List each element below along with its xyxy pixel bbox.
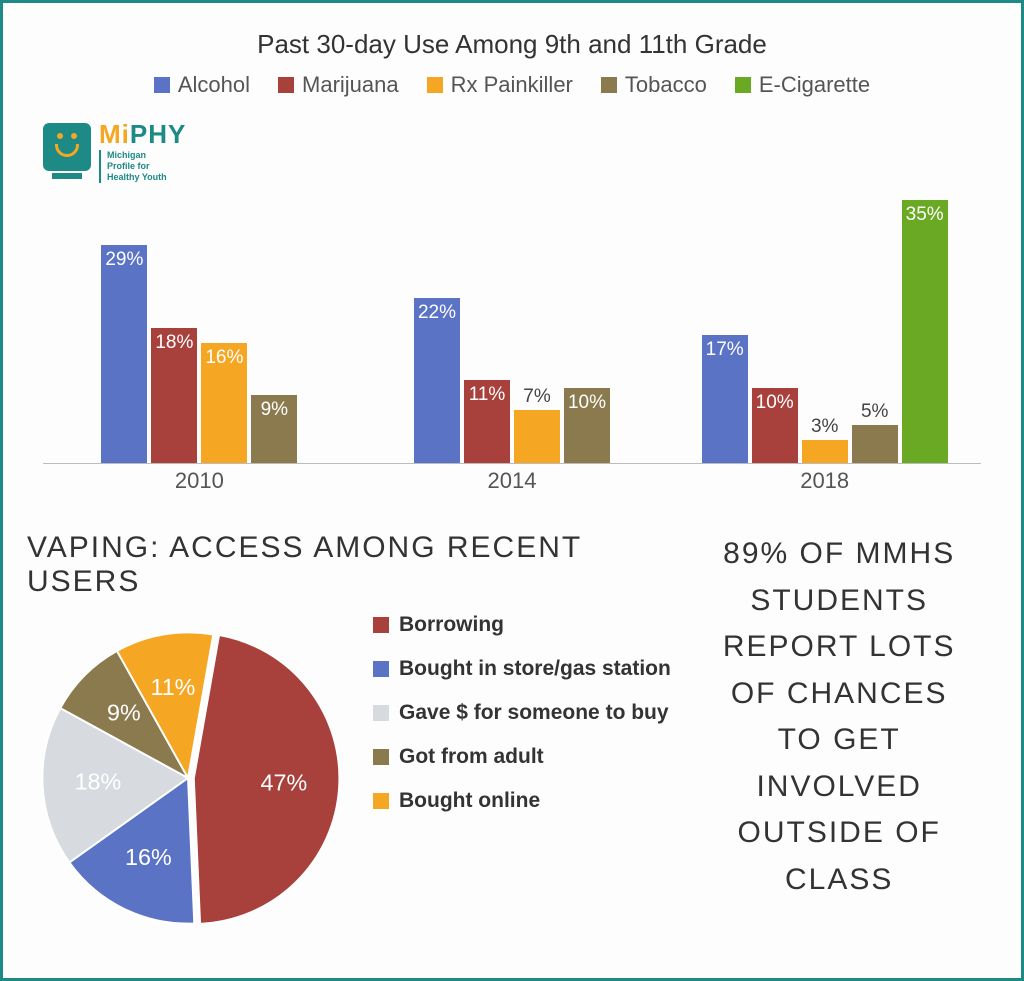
pie-slice-label: 16%: [125, 844, 172, 870]
pie-legend-swatch: [373, 617, 389, 633]
bar: 18%: [151, 328, 197, 463]
pie-legend-label: Bought online: [399, 789, 540, 813]
bar: 17%: [702, 335, 748, 463]
bar: 5%: [852, 425, 898, 463]
x-axis-label: 2018: [668, 468, 981, 494]
legend-item: Rx Painkiller: [427, 72, 573, 98]
callout-text: 89% OF MMHS STUDENTS REPORT LOTS OF CHAN…: [723, 531, 956, 903]
pie-slice-label: 9%: [107, 700, 141, 726]
legend-label: Rx Painkiller: [451, 72, 573, 98]
x-axis-label: 2014: [356, 468, 669, 494]
bar: 35%: [902, 200, 948, 463]
bar-value-label: 35%: [902, 204, 948, 226]
pie-chart-section: VAPING: ACCESS AMONG RECENT USERS 47% 16%…: [23, 531, 677, 966]
pie-slice-label: 47%: [261, 769, 308, 795]
pie-legend-swatch: [373, 661, 389, 677]
bar: 29%: [101, 245, 147, 463]
pie-legend-label: Bought in store/gas station: [399, 657, 671, 681]
bar-chart-legend: Alcohol Marijuana Rx Painkiller Tobacco E-Ci…: [33, 72, 991, 98]
bar: 10%: [752, 388, 798, 463]
callout-section: 89% OF MMHS STUDENTS REPORT LOTS OF CHAN…: [677, 531, 1001, 966]
bar-group: 17%10%3%5%35%: [668, 193, 981, 463]
bar-chart-plot: 29%18%16%9%22%11%7%10%17%10%3%5%35%: [43, 193, 981, 464]
legend-swatch: [278, 77, 294, 93]
legend-item: Tobacco: [601, 72, 707, 98]
legend-swatch: [154, 77, 170, 93]
miphy-logo-icon: [43, 123, 91, 171]
legend-item: Marijuana: [278, 72, 399, 98]
pie-legend-label: Borrowing: [399, 613, 504, 637]
bar: 22%: [414, 298, 460, 463]
legend-label: E-Cigarette: [759, 72, 870, 98]
bar-chart-section: Past 30-day Use Among 9th and 11th Grade…: [33, 23, 991, 523]
pie-legend-swatch: [373, 793, 389, 809]
legend-swatch: [601, 77, 617, 93]
bar-value-label: 16%: [201, 347, 247, 369]
pie-legend-swatch: [373, 749, 389, 765]
bar: 10%: [564, 388, 610, 463]
bar-value-label: 17%: [702, 339, 748, 361]
legend-label: Marijuana: [302, 72, 399, 98]
bottom-section: VAPING: ACCESS AMONG RECENT USERS 47% 16%…: [23, 531, 1001, 966]
legend-item: Alcohol: [154, 72, 250, 98]
legend-swatch: [735, 77, 751, 93]
pie-chart-plot: 47% 16% 18% 9% 11%: [23, 613, 353, 943]
miphy-logo-subtitle: Michigan Profile for Healthy Youth: [99, 150, 186, 182]
bar-value-label: 9%: [251, 399, 297, 421]
x-axis-label: 2010: [43, 468, 356, 494]
bar-value-label: 10%: [752, 392, 798, 414]
pie-legend-item: Bought in store/gas station: [373, 657, 671, 681]
bar-group: 29% 18%16% 9%: [43, 193, 356, 463]
bar-value-label: 22%: [414, 302, 460, 324]
pie-chart-legend: Borrowing Bought in store/gas station Gave…: [373, 613, 671, 833]
miphy-logo: MiPHY Michigan Profile for Healthy Youth: [43, 123, 186, 179]
pie-legend-item: Got from adult: [373, 745, 671, 769]
bar-chart-x-axis: 201020142018: [43, 468, 981, 494]
legend-swatch: [427, 77, 443, 93]
legend-label: Alcohol: [178, 72, 250, 98]
legend-label: Tobacco: [625, 72, 707, 98]
bar-value-label: 29%: [101, 249, 147, 271]
page-frame: Past 30-day Use Among 9th and 11th Grade…: [0, 0, 1024, 981]
miphy-logo-text: MiPHY: [99, 119, 186, 150]
bar-group: 22% 11%7%10%: [356, 193, 669, 463]
pie-legend-swatch: [373, 705, 389, 721]
bar-value-label: 3%: [802, 416, 848, 438]
bar: 7%: [514, 410, 560, 463]
bar-chart-title: Past 30-day Use Among 9th and 11th Grade: [33, 29, 991, 60]
pie-slice-label: 18%: [75, 768, 122, 794]
pie-legend-item: Gave $ for someone to buy: [373, 701, 671, 725]
bar-value-label: 7%: [514, 386, 560, 408]
bar-value-label: 10%: [564, 392, 610, 414]
bar: 11%: [464, 380, 510, 463]
bar: 16%: [201, 343, 247, 463]
pie-legend-item: Bought online: [373, 789, 671, 813]
pie-slice-label: 11%: [151, 674, 196, 700]
pie-legend-label: Gave $ for someone to buy: [399, 701, 669, 725]
pie-legend-item: Borrowing: [373, 613, 671, 637]
pie-legend-label: Got from adult: [399, 745, 544, 769]
bar-value-label: 18%: [151, 332, 197, 354]
bar-value-label: 5%: [852, 401, 898, 423]
legend-item: E-Cigarette: [735, 72, 870, 98]
bar: 9%: [251, 395, 297, 463]
bar: 3%: [802, 440, 848, 463]
pie-chart-title: VAPING: ACCESS AMONG RECENT USERS: [27, 531, 677, 599]
bar-value-label: 11%: [464, 384, 510, 406]
